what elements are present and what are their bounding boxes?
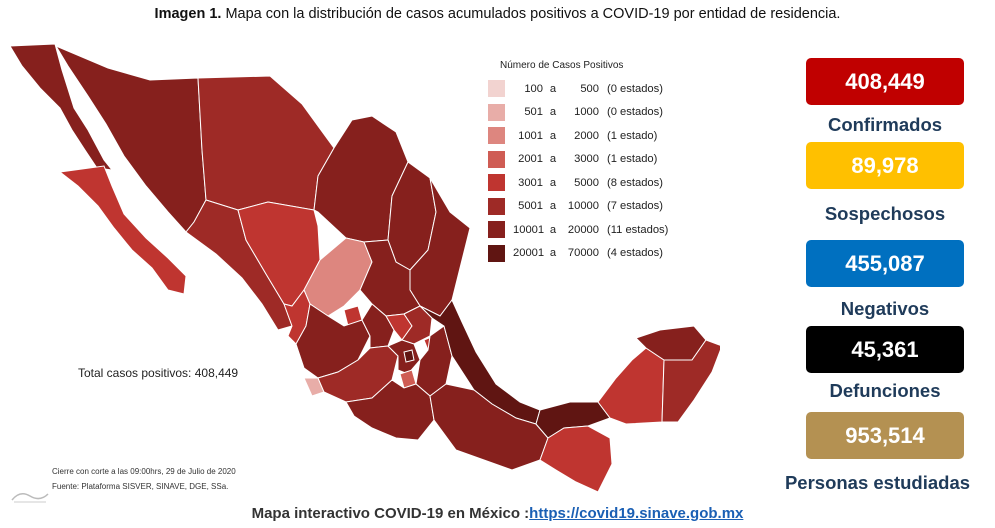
legend-title: Número de Casos Positivos [500, 60, 624, 71]
legend-sep: a [549, 223, 557, 236]
legend-count: (4 estados) [607, 247, 663, 260]
stat-confirmados-value: 408,449 [806, 58, 964, 105]
legend-min: 3001 [518, 176, 543, 189]
stat-sospechosos-value: 89,978 [806, 142, 964, 189]
legend-max: 5000 [574, 176, 599, 189]
source-note: Fuente: Plataforma SISVER, SINAVE, DGE, … [52, 482, 229, 491]
total-positive-cases: Total casos positivos: 408,449 [78, 366, 239, 380]
legend-row: 20001 a 70000 (4 estados) [488, 242, 668, 266]
legend-sep: a [549, 200, 557, 213]
figure-title-prefix: Imagen 1. [154, 6, 222, 22]
legend-max: 3000 [574, 153, 599, 166]
legend-row: 1001 a 2000 (1 estado) [488, 124, 668, 148]
legend-min: 1001 [518, 129, 543, 142]
legend-row: 3001 a 5000 (8 estados) [488, 171, 668, 195]
legend-sep: a [549, 106, 557, 119]
legend-swatch [488, 150, 505, 168]
legend-max: 10000 [567, 200, 599, 213]
legend-max: 2000 [574, 129, 599, 142]
figure-title-text: Mapa con la distribución de casos acumul… [225, 6, 841, 22]
legend-count: (8 estados) [607, 176, 663, 189]
legend-max: 500 [580, 82, 599, 95]
legend-count: (11 estados) [607, 223, 669, 236]
footer-link[interactable]: https://covid19.sinave.gob.mx [529, 505, 744, 522]
state-chihuahua[interactable] [197, 75, 335, 211]
legend-swatch [488, 103, 505, 121]
legend-swatch [488, 221, 505, 239]
stat-sospechosos-label: Sospechosos [824, 203, 946, 224]
legend-sep: a [549, 129, 557, 142]
stat-defunciones-value: 45,361 [806, 326, 964, 373]
state-cdmx[interactable] [403, 349, 415, 363]
legend-swatch [488, 174, 505, 192]
legend-sep: a [549, 82, 557, 95]
legend-min: 5001 [518, 200, 543, 213]
legend-min: 100 [524, 82, 543, 95]
legend-row: 5001 a 10000 (7 estados) [488, 195, 668, 219]
state-baja-california-sur[interactable] [58, 165, 187, 295]
mexico-choropleth-map [9, 43, 720, 493]
legend-max: 70000 [567, 247, 599, 260]
cutoff-note: Cierre con corte a las 09:00hrs, 29 de J… [52, 467, 236, 476]
legend-sep: a [549, 153, 557, 166]
legend-swatch [488, 197, 505, 215]
legend-row: 501 a 1000 (0 estados) [488, 101, 668, 125]
stat-personas-estudiadas-value: 953,514 [806, 412, 964, 459]
state-quintana-roo[interactable] [661, 339, 720, 423]
legend-swatch [488, 80, 505, 98]
stat-defunciones-label: Defunciones [829, 380, 941, 401]
legend-max: 20000 [567, 223, 599, 236]
legend-min: 20001 [513, 247, 545, 260]
legend-count: (1 estado) [607, 129, 658, 142]
logo-icon [11, 493, 49, 503]
legend-count: (7 estados) [607, 200, 663, 213]
legend-row: 2001 a 3000 (1 estado) [488, 148, 668, 172]
legend-count: (0 estados) [607, 106, 663, 119]
state-guanajuato[interactable] [361, 303, 395, 349]
legend-sep: a [549, 176, 557, 189]
legend-swatch [488, 244, 505, 262]
stat-negativos-label: Negativos [840, 298, 930, 319]
footer-text: Mapa interactivo COVID-19 en México : [251, 505, 530, 522]
stat-confirmados-label: Confirmados [827, 114, 943, 135]
legend-swatch [488, 127, 505, 145]
legend-min: 10001 [513, 223, 545, 236]
figure-title: Imagen 1. Mapa con la distribución de ca… [0, 6, 995, 22]
state-campeche[interactable] [597, 347, 665, 425]
state-chiapas[interactable] [539, 425, 613, 493]
legend-min: 2001 [518, 153, 543, 166]
legend-count: (0 estados) [607, 82, 663, 95]
legend-count: (1 estado) [607, 153, 658, 166]
legend-row: 10001 a 20000 (11 estados) [488, 218, 668, 242]
legend-max: 1000 [574, 106, 599, 119]
footer: Mapa interactivo COVID-19 en México :htt… [0, 505, 995, 522]
stat-negativos-value: 455,087 [806, 240, 964, 287]
map-legend: Número de Casos Positivos 100 a 500 (0 e… [488, 60, 668, 265]
stat-personas-estudiadas-label: Personas estudiadas [784, 472, 971, 493]
legend-row: 100 a 500 (0 estados) [488, 77, 668, 101]
state-mexico[interactable] [387, 339, 421, 375]
legend-min: 501 [524, 106, 543, 119]
legend-sep: a [549, 247, 557, 260]
